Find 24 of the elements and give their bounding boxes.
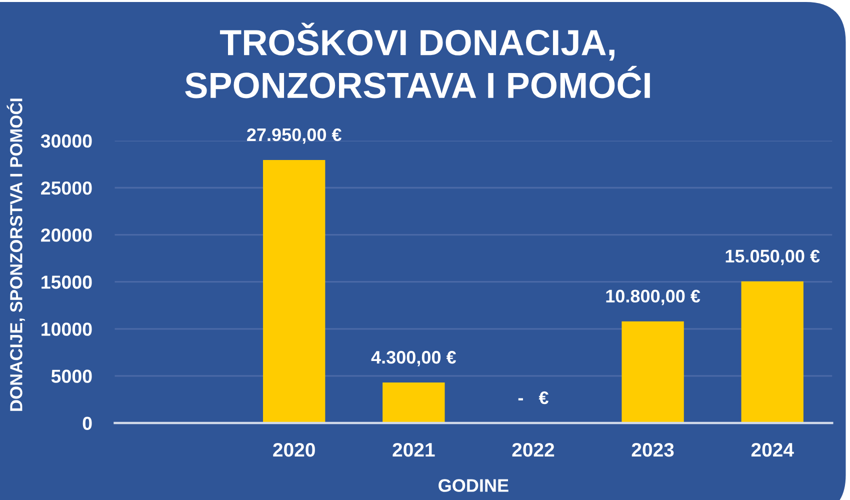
x-axis-title: GODINE [438,479,508,492]
x-tick-label: 2024 [751,442,794,457]
data-label: 10.800,00 € [606,290,700,306]
x-tick-label: 2022 [512,442,554,457]
y-axis-title: DONACIJE, SPONZORSTVA I POMOĆI [6,98,25,411]
data-label: 15.050,00 € [726,250,820,266]
x-tick-label: 2023 [632,442,674,457]
y-tick-label: 5000 [51,370,92,383]
y-tick-label: 10000 [42,322,92,336]
y-tick-label: 30000 [40,134,92,148]
y-tick-label: 15000 [42,276,92,289]
chart-title: TROŠKOVI DONACIJA, SPONZORSTAVA I POMOĆI [185,22,650,98]
y-tick-label: 20000 [41,228,92,242]
bar [741,281,804,423]
data-label: 4.300,00 € [371,350,456,366]
y-tick-label: 0 [82,416,92,430]
y-tick-label: 25000 [41,181,92,195]
data-label: - € [518,391,548,404]
data-label: 27.950,00 € [247,128,342,144]
x-tick-label: 2021 [392,442,435,457]
bar [382,382,445,423]
x-tick-label: 2020 [273,442,315,457]
bar [263,160,326,423]
bar [622,321,684,423]
